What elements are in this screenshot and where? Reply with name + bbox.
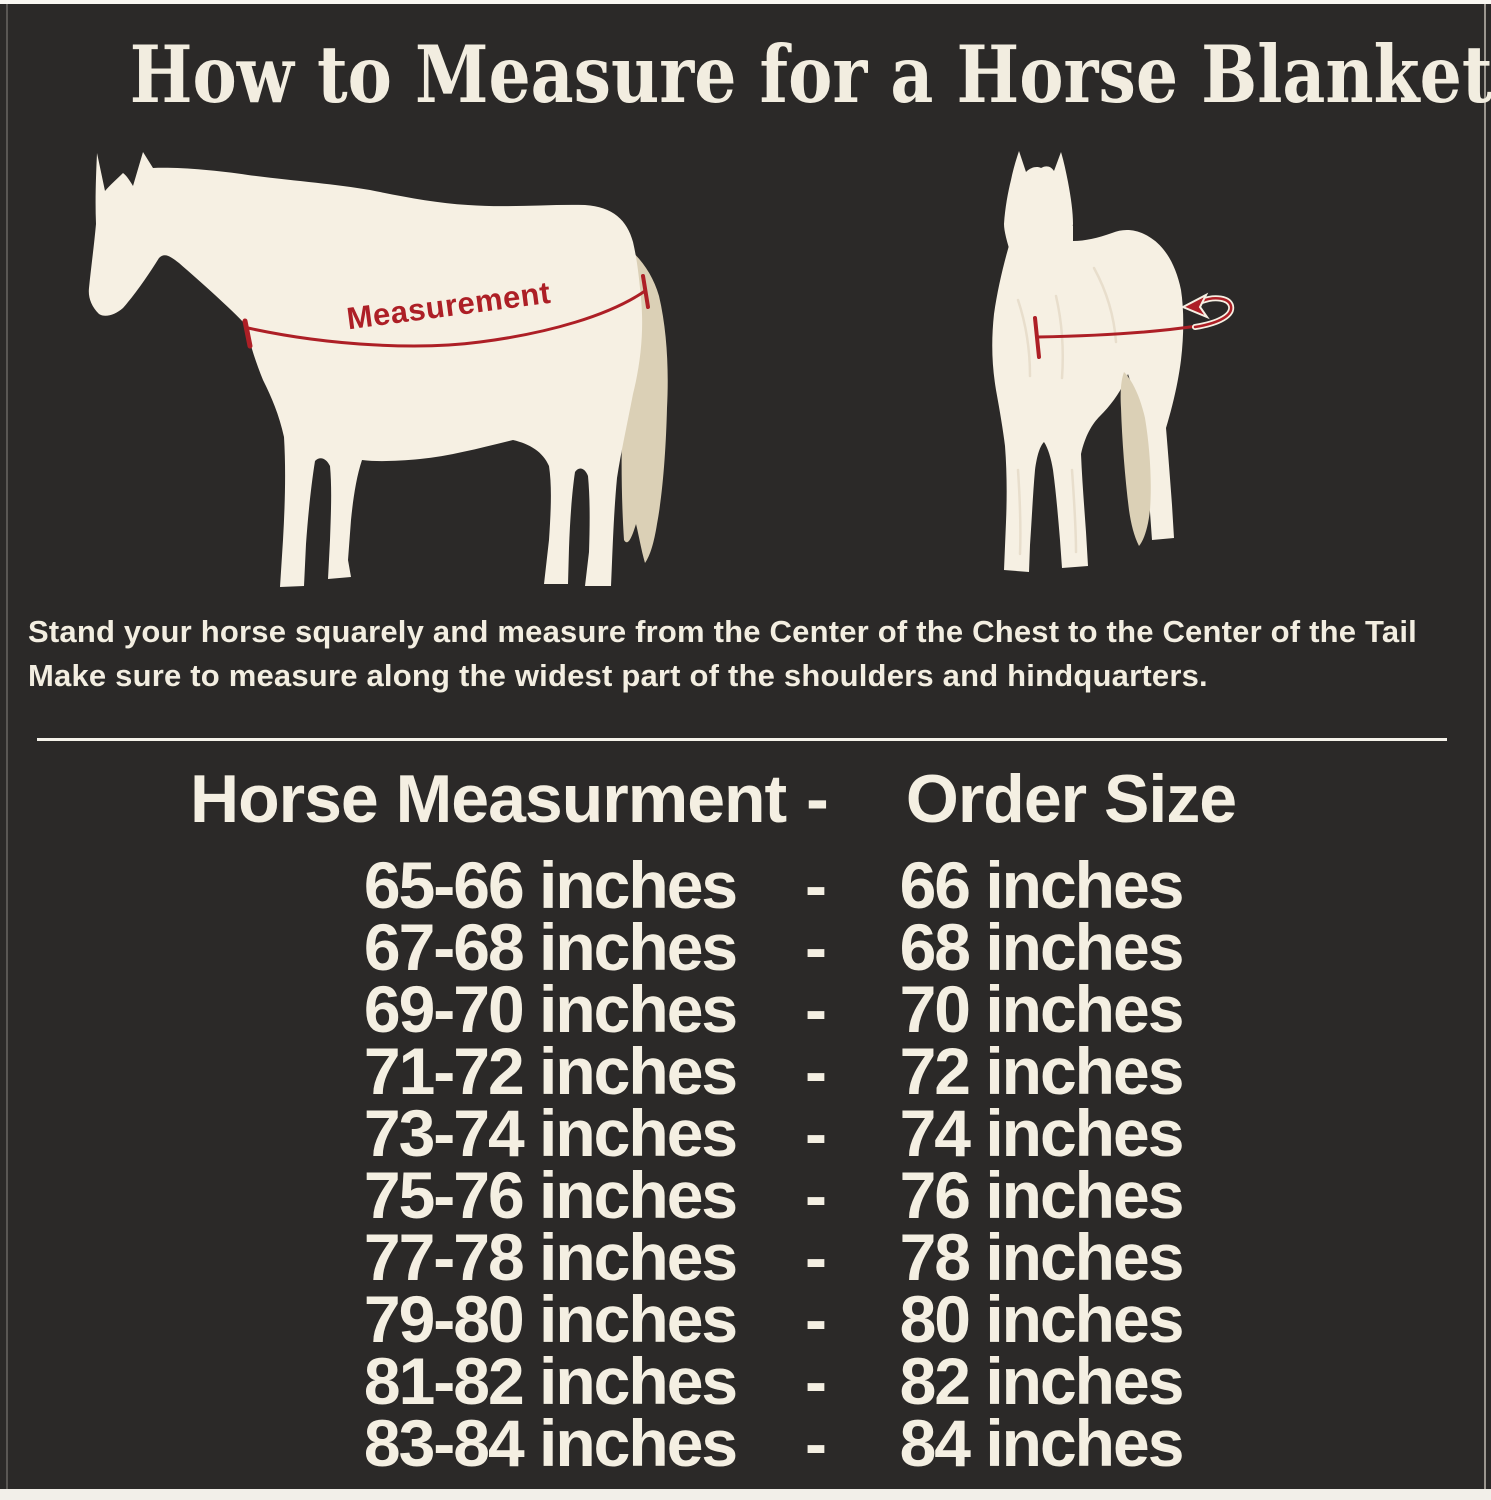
horse-side-silhouette-icon [88,152,668,587]
row-measurement: 71-72 inches [363,1034,738,1108]
table-row: 67-68 inches - 68 inches [0,909,1491,984]
row-order-size: 84 inches [899,1406,1185,1480]
section-divider [37,738,1447,741]
table-row: 73-74 inches - 74 inches [0,1095,1491,1170]
chest-tick [242,318,253,349]
row-measurement: 69-70 inches [363,972,738,1046]
row-order-size: 80 inches [899,1282,1185,1356]
table-row: 75-76 inches - 76 inches [0,1157,1491,1232]
row-separator: - [805,1034,827,1108]
measuring-instructions: Stand your horse squarely and measure fr… [28,610,1488,698]
size-chart-header: Horse Measurment - Order Size [0,756,1491,842]
row-separator: - [805,1344,827,1418]
row-order-size: 72 inches [899,1034,1185,1108]
left-border [6,4,8,1489]
table-row: 71-72 inches - 72 inches [0,1033,1491,1108]
row-order-size: 76 inches [899,1158,1185,1232]
table-row: 79-80 inches - 80 inches [0,1281,1491,1356]
table-row: 77-78 inches - 78 inches [0,1219,1491,1294]
row-separator: - [805,848,827,922]
column-header-separator: - [806,761,829,837]
horse-front-silhouette-icon [992,151,1184,572]
table-row: 65-66 inches - 66 inches [0,847,1491,922]
row-measurement: 75-76 inches [363,1158,738,1232]
table-row: 83-84 inches - 84 inches [0,1405,1491,1480]
side-horse-body [88,152,643,587]
row-measurement: 83-84 inches [363,1406,738,1480]
side-horse-tail [597,240,668,563]
row-separator: - [805,1406,827,1480]
column-header-order-size: Order Size [905,761,1237,837]
front-horse-body [992,226,1184,572]
instructions-line-1: Stand your horse squarely and measure fr… [28,614,1417,649]
right-border [1484,4,1486,1489]
size-chart-rows: 65-66 inches - 66 inches 67-68 inches - … [0,847,1491,1480]
row-measurement: 67-68 inches [363,910,738,984]
row-order-size: 66 inches [899,848,1185,922]
page-title: How to Measure for a Horse Blanket [129,28,1491,121]
measurement-tape-line-icon [242,274,650,349]
measure-curve [246,289,647,348]
row-separator: - [805,910,827,984]
measuring-diagram: Measurement [88,151,1235,587]
row-order-size: 68 inches [899,910,1185,984]
row-separator: - [805,1282,827,1356]
bottom-border [0,1489,1491,1500]
tail-tick [641,274,650,309]
row-measurement: 65-66 inches [363,848,738,922]
row-separator: - [805,972,827,1046]
girth-wrap-arrow-icon [1033,292,1235,359]
row-measurement: 73-74 inches [363,1096,738,1170]
table-row: 81-82 inches - 82 inches [0,1343,1491,1418]
page-title-wrap: How to Measure for a Horse Blanket [0,28,1491,121]
column-header-measurement: Horse Measurment [190,761,787,837]
row-measurement: 81-82 inches [363,1344,738,1418]
row-separator: - [805,1158,827,1232]
row-order-size: 74 inches [899,1096,1185,1170]
row-order-size: 82 inches [899,1344,1185,1418]
top-border [0,0,1491,4]
front-horse-tail [1120,372,1151,546]
row-measurement: 77-78 inches [363,1220,738,1294]
row-order-size: 70 inches [899,972,1185,1046]
row-order-size: 78 inches [899,1220,1185,1294]
row-separator: - [805,1220,827,1294]
table-row: 69-70 inches - 70 inches [0,971,1491,1046]
row-separator: - [805,1096,827,1170]
instructions-line-2: Make sure to measure along the widest pa… [28,658,1208,693]
front-horse-head [1004,151,1073,290]
row-measurement: 79-80 inches [363,1282,738,1356]
